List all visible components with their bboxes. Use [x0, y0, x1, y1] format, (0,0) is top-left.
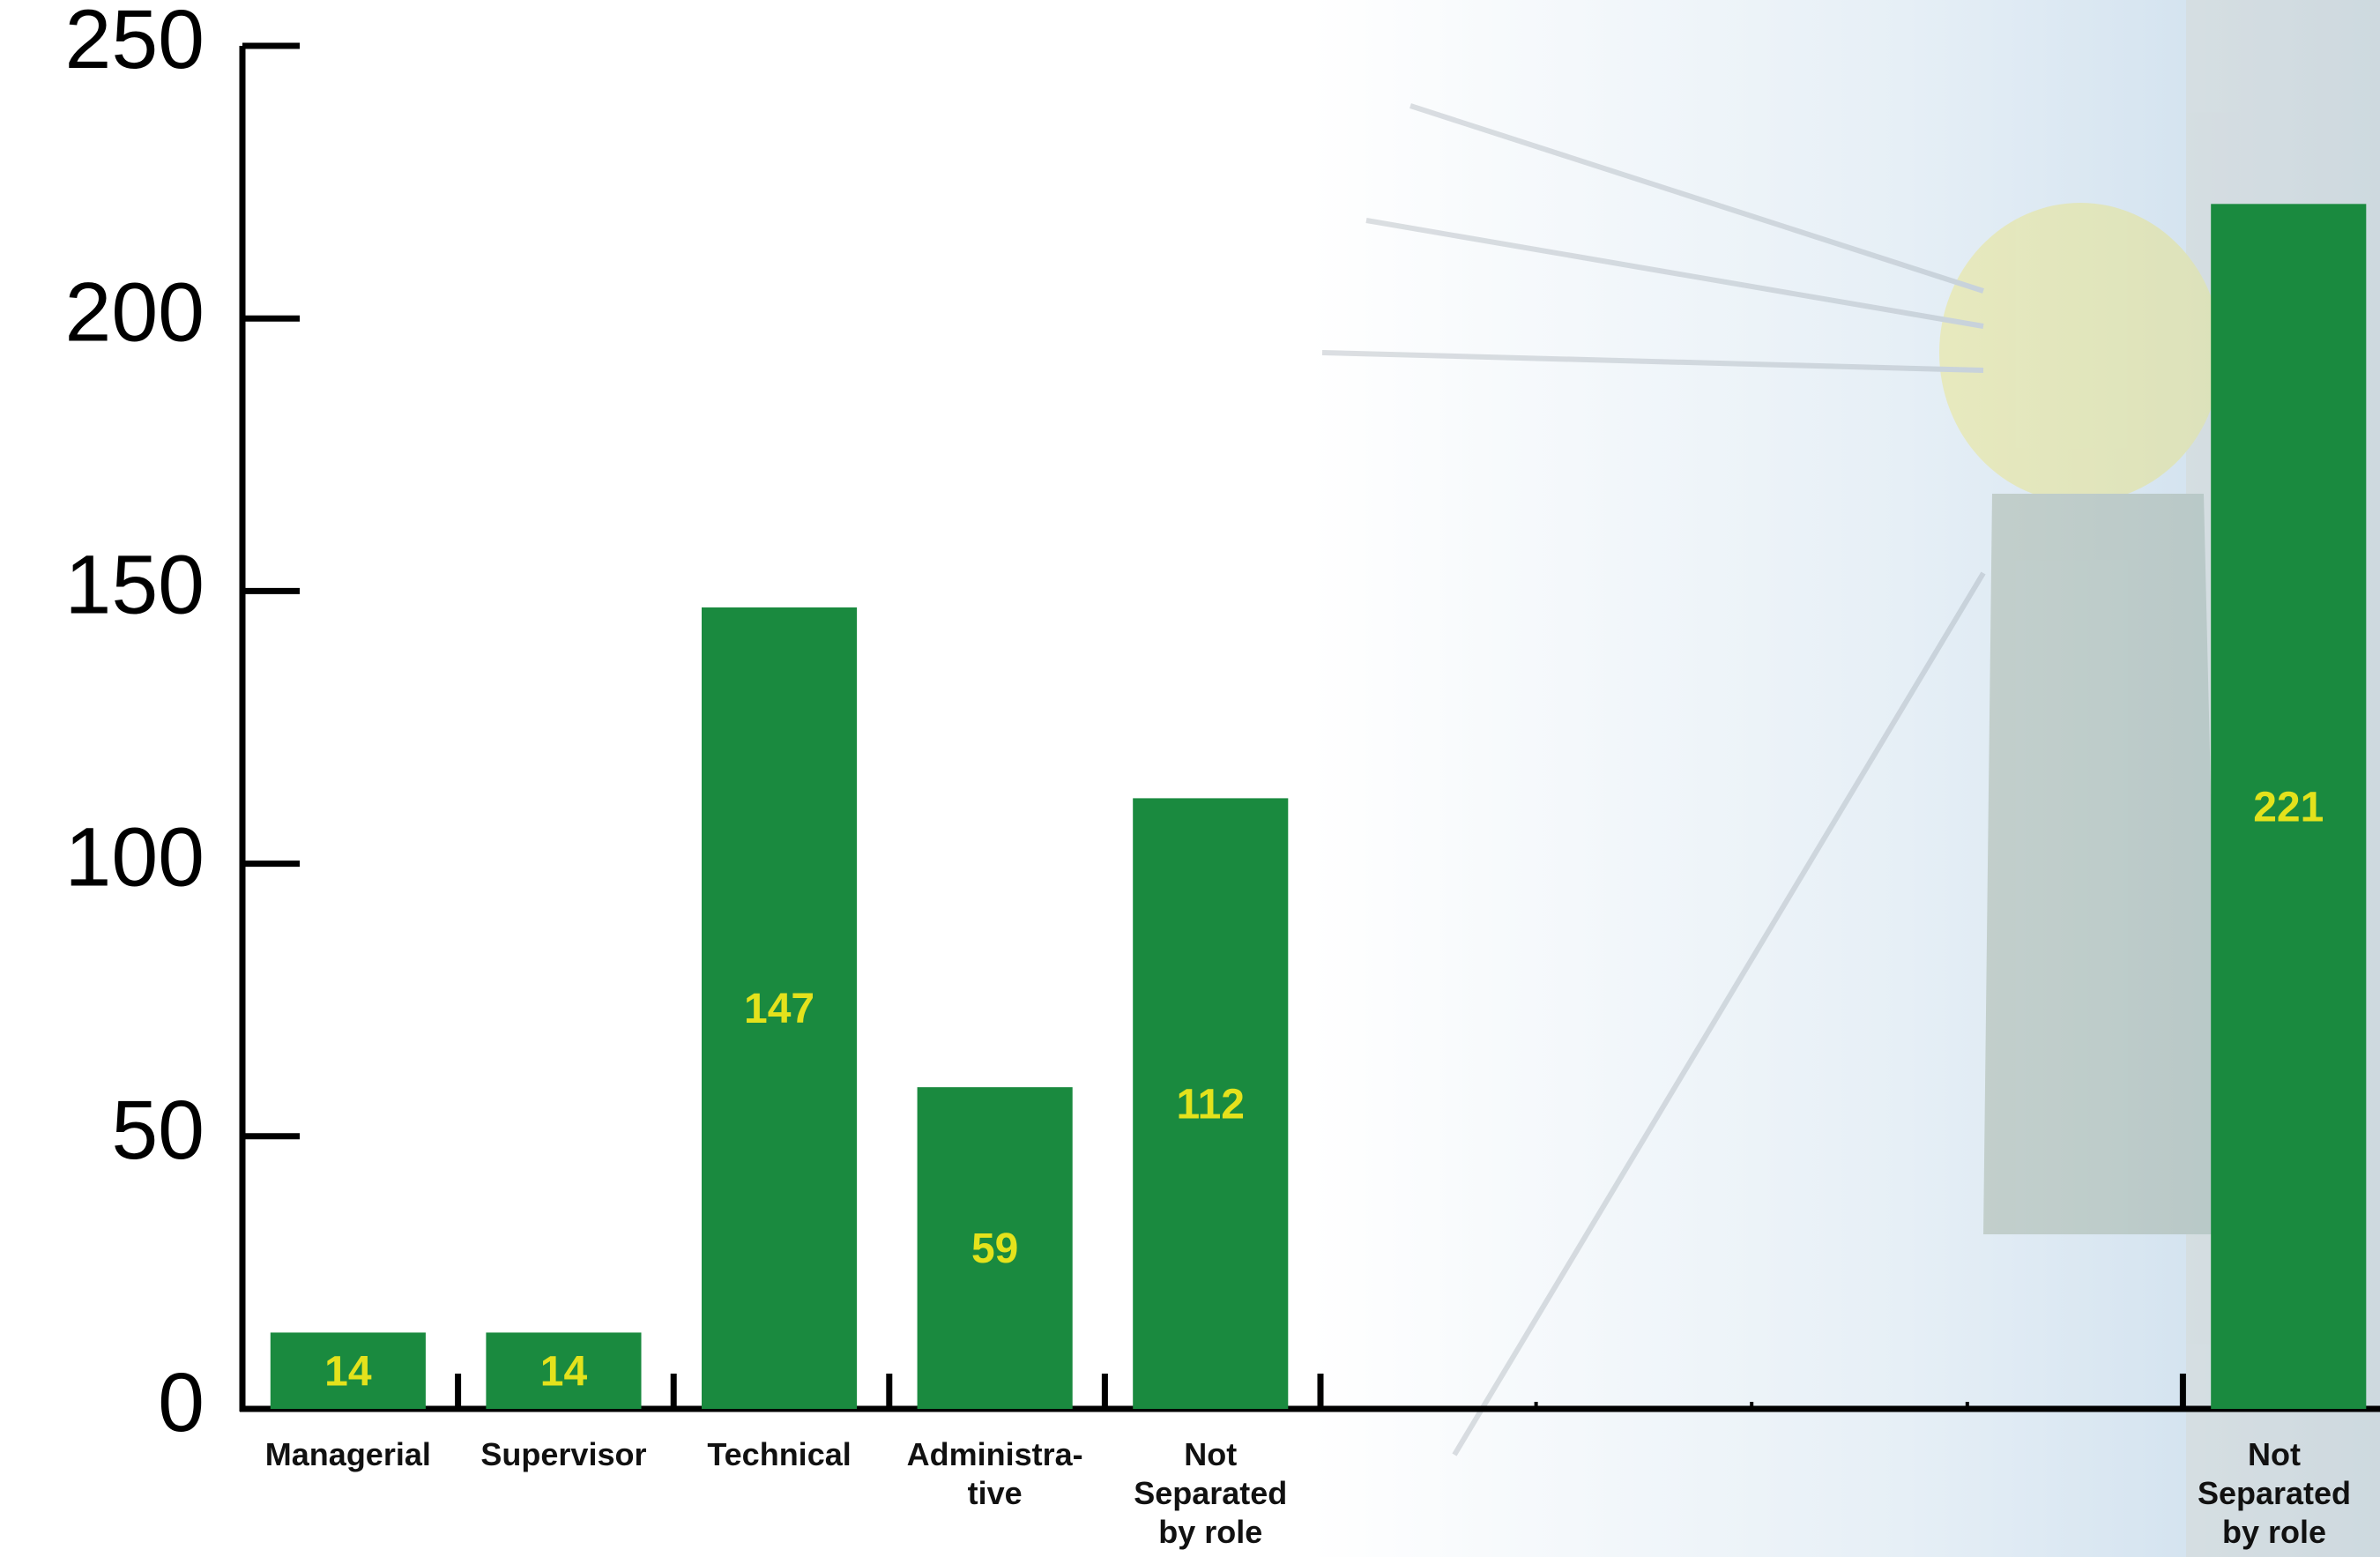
value-label: 14: [324, 1348, 372, 1395]
bar: [917, 1087, 1073, 1409]
x-tick-label: Not Separated by role: [2197, 1436, 2352, 1550]
x-tick-label: Not Separated by role: [1134, 1436, 1288, 1550]
x-tick-label: Supervisor: [480, 1436, 647, 1472]
x-tick-label: Technical: [707, 1436, 852, 1472]
bar: [2211, 204, 2367, 1410]
bar: [486, 1332, 642, 1409]
y-tick-label: 200: [64, 265, 205, 359]
value-label: 112: [1177, 1081, 1245, 1128]
y-tick-label: 100: [64, 811, 205, 905]
y-tick-label: 150: [64, 538, 205, 631]
value-label: 14: [540, 1348, 588, 1395]
y-tick-label: 50: [111, 1084, 205, 1177]
y-tick-label: 250: [64, 0, 205, 86]
x-tick-label: Administra- tive: [906, 1436, 1083, 1511]
bar: [701, 607, 858, 1409]
value-label: 147: [744, 986, 814, 1032]
value-label: 59: [971, 1225, 1018, 1272]
y-tick-label: 0: [158, 1356, 205, 1449]
x-tick-label: Managerial: [264, 1436, 431, 1472]
bar: [1133, 798, 1289, 1409]
bar: [270, 1332, 426, 1409]
value-label: 221: [2253, 784, 2324, 831]
